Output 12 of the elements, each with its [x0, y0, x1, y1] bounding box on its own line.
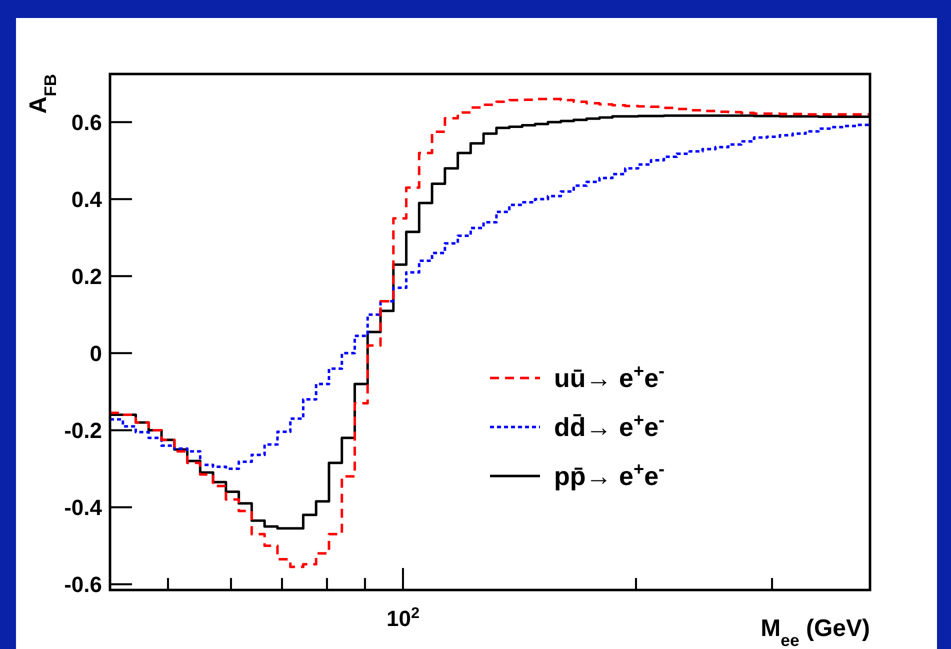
y-tick-label: 0.4: [71, 187, 103, 212]
y-tick-label: -0.4: [64, 495, 103, 520]
x-axis-title: M$_{ee}$ (GeV): [760, 615, 870, 649]
legend-label: dd̄→ e$^{+}$e$^{-}$: [554, 410, 665, 442]
y-tick-label: -0.2: [64, 418, 102, 444]
legend-label: pp̄→ e$^{+}$e$^{-}$: [554, 459, 665, 491]
text: 10$^{2}$: [386, 604, 420, 631]
y-tick-label: -0.6: [64, 572, 102, 598]
legend-label: uū→ e$^{+}$e$^{-}$: [554, 361, 665, 393]
y-tick-label: 0: [90, 341, 102, 366]
y-tick-label: 0.2: [71, 264, 102, 290]
y-tick-label: 0.6: [71, 110, 102, 136]
